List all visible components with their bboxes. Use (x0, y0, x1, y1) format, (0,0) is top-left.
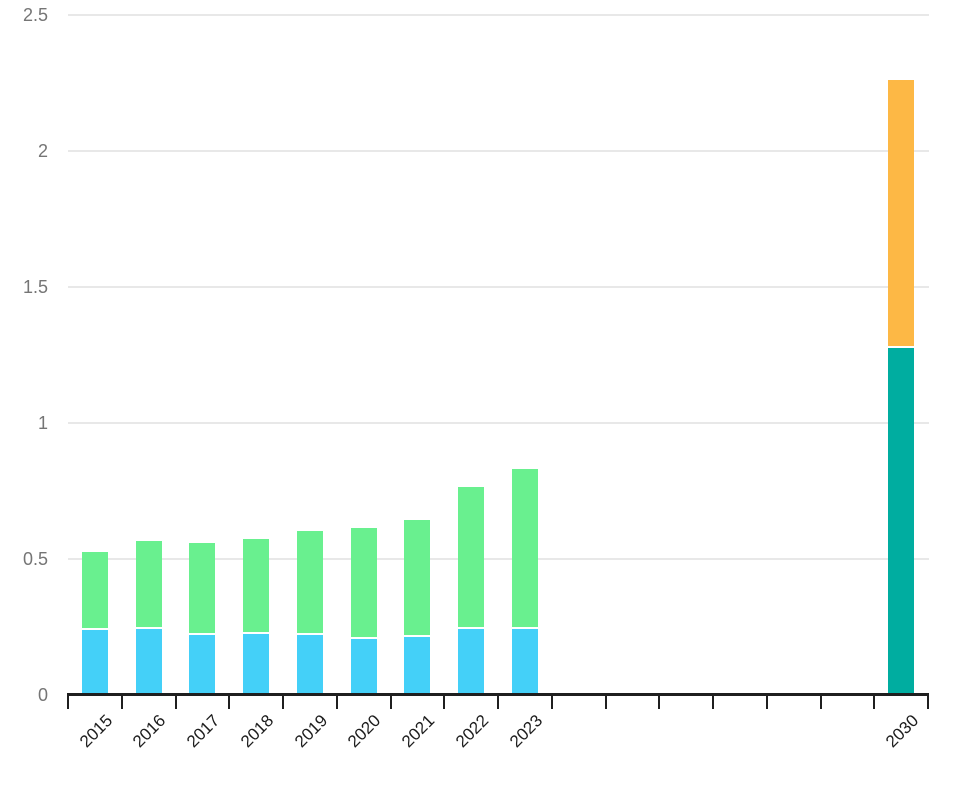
x-axis-tick-2019 (282, 693, 284, 709)
bar-segment-2019-series-green (296, 530, 323, 636)
bar-segment-2023-series-blue (511, 628, 538, 695)
bar-segment-2022-series-blue (458, 629, 485, 695)
x-axis-tick-2016 (120, 693, 123, 709)
gridline-1 (68, 422, 929, 424)
bar-segment-2017-series-green (189, 543, 216, 635)
bar-segment-2021-series-green (404, 520, 431, 637)
x-axis-tick-2024 (550, 693, 553, 709)
bar-segment-2023-series-green (511, 468, 538, 629)
x-tick-label-2020: 2020 (344, 711, 385, 752)
x-axis-tick-2017 (174, 693, 177, 709)
bar-segment-2019-series-blue (296, 635, 323, 695)
bar-segment-2022-series-green (458, 486, 485, 630)
x-tick-label-2017: 2017 (183, 711, 224, 752)
y-tick-label-0.5: 0.5 (22, 549, 48, 569)
bar-segment-2016-series-blue (135, 629, 162, 695)
x-axis-tick-2023 (497, 693, 499, 709)
x-tick-label-2018: 2018 (236, 711, 278, 752)
y-tick-label-1.5: 1.5 (22, 277, 48, 297)
x-axis-tick-2020 (335, 693, 338, 709)
x-tick-label-2016: 2016 (129, 711, 170, 752)
x-tick-label-2015: 2015 (75, 711, 116, 752)
x-axis-tick-2030 (873, 693, 876, 709)
x-tick-label-2019: 2019 (290, 711, 331, 752)
x-axis-tick-2029 (819, 693, 822, 709)
y-tick-label-2: 2 (37, 141, 48, 161)
x-tick-label-2030: 2030 (881, 711, 923, 752)
gridline-2 (68, 150, 929, 152)
x-axis-tick-2026 (658, 693, 661, 709)
gridline-0.5 (68, 558, 929, 560)
y-tick-label-0: 0 (37, 685, 48, 705)
x-axis-tick-2027 (712, 693, 714, 709)
bar-segment-2018-series-blue (243, 633, 270, 695)
gridline-2.5 (68, 14, 929, 16)
y-tick-label-2.5: 2.5 (22, 5, 48, 25)
x-tick-label-2023: 2023 (505, 711, 546, 752)
x-axis-tick-2018 (228, 693, 231, 709)
x-axis-tick-2022 (443, 693, 446, 709)
bar-segment-2030-series-teal (888, 347, 915, 695)
x-axis-tick-2028 (765, 693, 768, 709)
bar-segment-2015-series-blue (81, 629, 108, 695)
x-axis-tick-2015 (67, 693, 69, 709)
bar-segment-2015-series-green (81, 551, 108, 630)
bar-segment-2021-series-blue (404, 636, 431, 695)
bar-segment-2020-series-green (350, 527, 377, 639)
x-tick-label-2022: 2022 (451, 711, 493, 752)
x-axis-tick-2025 (604, 693, 607, 709)
bar-segment-2018-series-green (243, 538, 270, 634)
x-tick-label-2021: 2021 (398, 711, 439, 752)
bar-segment-2020-series-blue (350, 638, 377, 695)
x-axis-tick-2031 (927, 693, 929, 709)
gridline-1.5 (68, 286, 929, 288)
bar-segment-2016-series-green (135, 541, 162, 630)
x-axis-tick-2021 (389, 693, 392, 709)
bar-segment-2030-series-orange (888, 80, 915, 348)
bar-segment-2017-series-blue (189, 634, 216, 695)
y-tick-label-1: 1 (37, 413, 48, 433)
